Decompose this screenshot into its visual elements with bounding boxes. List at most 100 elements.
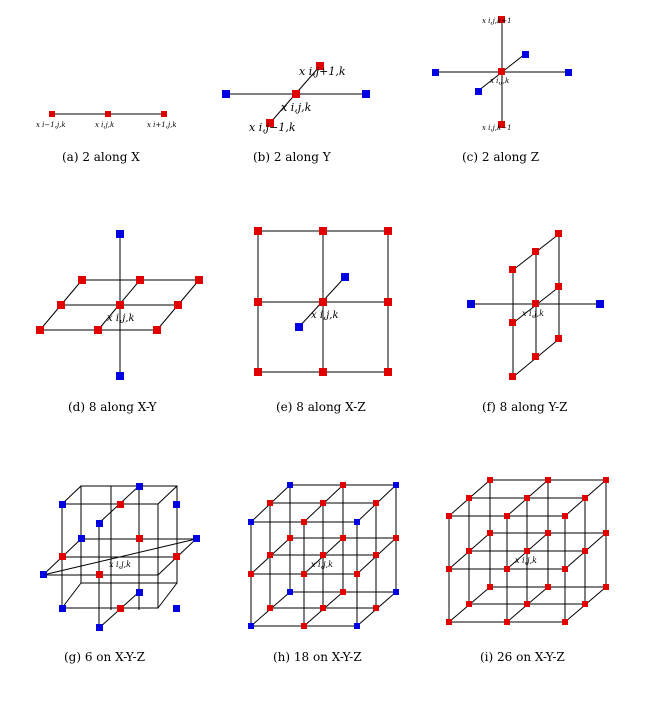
node [487, 584, 493, 590]
node [555, 335, 562, 342]
node [301, 623, 307, 629]
node [136, 276, 144, 284]
node [384, 298, 392, 306]
node [287, 482, 293, 488]
node [254, 227, 262, 235]
label-x-minus: x i−1,j,k [36, 121, 66, 129]
node [173, 501, 180, 508]
node [94, 326, 102, 334]
node-y-plus [522, 51, 529, 58]
node [267, 552, 273, 558]
node [96, 520, 103, 527]
node [487, 477, 493, 483]
node [320, 500, 326, 506]
label-x-plus: x i+1,j,k [147, 121, 177, 129]
node [301, 571, 307, 577]
node [562, 619, 568, 625]
label-center: x i,j,k [311, 560, 333, 569]
node [59, 605, 66, 612]
panel-h: x i,j,k (h) 18 on X-Y-Z [248, 482, 399, 664]
node [267, 605, 273, 611]
node [78, 276, 86, 284]
node [174, 301, 182, 309]
label-center: x i,j,k [515, 556, 537, 565]
node [40, 571, 47, 578]
node-x-plus [596, 300, 604, 308]
node [373, 552, 379, 558]
node-y-minus [266, 119, 274, 127]
node-center [105, 111, 111, 117]
node-center [320, 552, 326, 558]
label-center: x i,j,k [522, 309, 544, 318]
node [373, 605, 379, 611]
node [117, 605, 124, 612]
node [393, 535, 399, 541]
node [446, 619, 452, 625]
node [36, 326, 44, 334]
node-center [292, 90, 300, 98]
node [446, 513, 452, 519]
node [59, 553, 66, 560]
node-center [96, 571, 103, 578]
label-y-minus: x i,j−1,k [249, 121, 296, 134]
label-center: x i,j,k [109, 560, 131, 569]
node [603, 530, 609, 536]
node-y-plus [341, 273, 349, 281]
node [195, 276, 203, 284]
node [532, 353, 539, 360]
node [509, 319, 516, 326]
node [248, 623, 254, 629]
node [340, 535, 346, 541]
caption-h: (h) 18 on X-Y-Z [273, 650, 362, 664]
label-center: x i,j,k [490, 77, 509, 85]
node-center [524, 548, 530, 554]
node [248, 519, 254, 525]
node [504, 513, 510, 519]
node [153, 326, 161, 334]
caption-f: (f) 8 along Y-Z [482, 400, 568, 414]
caption-i: (i) 26 on X-Y-Z [480, 650, 565, 664]
node [393, 482, 399, 488]
node-x-plus [565, 69, 572, 76]
node [248, 571, 254, 577]
node [319, 368, 327, 376]
node [254, 368, 262, 376]
panel-i: x i,j,k (i) 26 on X-Y-Z [446, 477, 609, 664]
panel-e: x i,j,k (e) 8 along X-Z [254, 227, 392, 414]
node [57, 301, 65, 309]
node [96, 624, 103, 631]
node [320, 605, 326, 611]
node-x-plus [362, 90, 370, 98]
caption-d: (d) 8 along X-Y [68, 400, 158, 414]
node-z-plus [498, 16, 505, 23]
node [545, 530, 551, 536]
node [193, 535, 200, 542]
node [287, 589, 293, 595]
label-center: x i,j,k [95, 121, 114, 129]
panel-c: x i,j,k+1 x i,j,k x i,j,k−1 (c) 2 along … [432, 16, 572, 164]
panel-d: x i,j,k (d) 8 along X-Y [36, 230, 203, 414]
node-y-minus [475, 88, 482, 95]
node-center [116, 301, 124, 309]
node-x-minus [467, 300, 475, 308]
node [446, 566, 452, 572]
node [354, 571, 360, 577]
node [562, 566, 568, 572]
node [301, 519, 307, 525]
panel-a: x i−1,j,k x i,j,k x i+1,j,k (a) 2 along … [36, 111, 177, 164]
node-x-plus [161, 111, 167, 117]
caption-a: (a) 2 along X [62, 150, 140, 164]
node [78, 535, 85, 542]
node [555, 230, 562, 237]
node-y-minus [295, 323, 303, 331]
node [319, 227, 327, 235]
node-x-minus [432, 69, 439, 76]
node [555, 283, 562, 290]
node [354, 519, 360, 525]
node [509, 266, 516, 273]
node [466, 548, 472, 554]
node [384, 227, 392, 235]
node [117, 501, 124, 508]
label-center: x i,j,k [107, 313, 135, 324]
